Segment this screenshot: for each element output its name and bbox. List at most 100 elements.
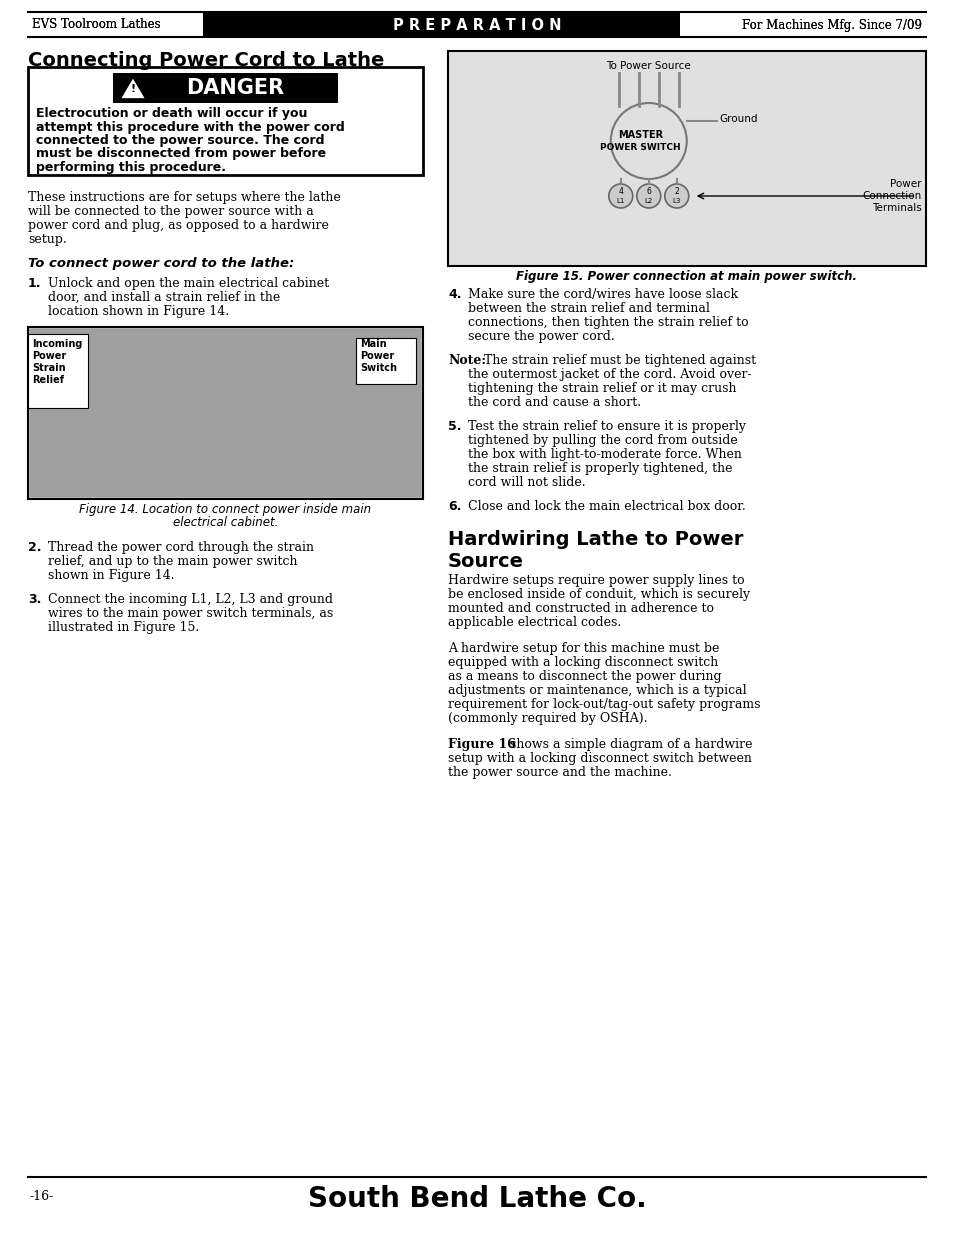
Text: Relief: Relief bbox=[32, 375, 64, 385]
Text: POWER SWITCH: POWER SWITCH bbox=[599, 142, 680, 152]
Text: EVS Toolroom Lathes: EVS Toolroom Lathes bbox=[32, 19, 160, 32]
Text: South Bend Lathe Co.: South Bend Lathe Co. bbox=[307, 1186, 646, 1213]
Text: To Power Source: To Power Source bbox=[606, 61, 690, 70]
Text: must be disconnected from power before: must be disconnected from power before bbox=[36, 147, 326, 161]
Text: location shown in Figure 14.: location shown in Figure 14. bbox=[48, 305, 229, 317]
Text: Main: Main bbox=[359, 338, 386, 350]
Text: applicable electrical codes.: applicable electrical codes. bbox=[448, 616, 620, 629]
Text: cord will not slide.: cord will not slide. bbox=[468, 475, 585, 489]
Text: the box with light-to-moderate force. When: the box with light-to-moderate force. Wh… bbox=[468, 448, 741, 461]
Bar bbox=[679, 14, 925, 37]
Text: mounted and constructed in adherence to: mounted and constructed in adherence to bbox=[448, 601, 713, 615]
Text: be enclosed inside of conduit, which is securely: be enclosed inside of conduit, which is … bbox=[448, 588, 749, 601]
Text: electrical cabinet.: electrical cabinet. bbox=[172, 516, 278, 529]
Text: Hardwiring Lathe to Power: Hardwiring Lathe to Power bbox=[448, 530, 742, 550]
Text: Unlock and open the main electrical cabinet: Unlock and open the main electrical cabi… bbox=[48, 277, 329, 290]
Text: requirement for lock-out/tag-out safety programs: requirement for lock-out/tag-out safety … bbox=[448, 698, 760, 711]
Text: relief, and up to the main power switch: relief, and up to the main power switch bbox=[48, 555, 297, 568]
Text: Power: Power bbox=[359, 351, 394, 361]
Text: attempt this procedure with the power cord: attempt this procedure with the power co… bbox=[36, 121, 344, 133]
Text: L2: L2 bbox=[644, 198, 652, 204]
Text: 4: 4 bbox=[618, 188, 622, 196]
Text: !: ! bbox=[131, 84, 135, 94]
Text: Hardwire setups require power supply lines to: Hardwire setups require power supply lin… bbox=[448, 574, 744, 587]
Text: secure the power cord.: secure the power cord. bbox=[468, 330, 614, 343]
Text: L1: L1 bbox=[616, 198, 624, 204]
Text: door, and install a strain relief in the: door, and install a strain relief in the bbox=[48, 291, 280, 304]
Text: Connect the incoming L1, L2, L3 and ground: Connect the incoming L1, L2, L3 and grou… bbox=[48, 593, 333, 606]
Text: -16-: -16- bbox=[30, 1191, 54, 1203]
Text: performing this procedure.: performing this procedure. bbox=[36, 161, 226, 174]
Circle shape bbox=[664, 184, 688, 207]
Text: will be connected to the power source with a: will be connected to the power source wi… bbox=[28, 205, 314, 219]
Text: setup.: setup. bbox=[28, 233, 67, 246]
Polygon shape bbox=[120, 77, 146, 99]
Text: as a means to disconnect the power during: as a means to disconnect the power durin… bbox=[448, 671, 720, 683]
Bar bbox=[30, 329, 420, 496]
Text: shows a simple diagram of a hardwire: shows a simple diagram of a hardwire bbox=[505, 739, 752, 751]
Text: 1.: 1. bbox=[28, 277, 42, 290]
Text: Thread the power cord through the strain: Thread the power cord through the strain bbox=[48, 541, 314, 555]
Bar bbox=[28, 67, 422, 175]
Bar bbox=[28, 327, 422, 499]
Text: 3.: 3. bbox=[28, 593, 41, 606]
Text: MASTER: MASTER bbox=[618, 130, 662, 140]
Text: power cord and plug, as opposed to a hardwire: power cord and plug, as opposed to a har… bbox=[28, 219, 329, 232]
Bar bbox=[28, 14, 925, 37]
Text: Connecting Power Cord to Lathe: Connecting Power Cord to Lathe bbox=[28, 51, 384, 70]
Text: Figure 16: Figure 16 bbox=[448, 739, 516, 751]
Bar bbox=[448, 51, 925, 266]
Text: Incoming: Incoming bbox=[32, 338, 82, 350]
Text: These instructions are for setups where the lathe: These instructions are for setups where … bbox=[28, 191, 340, 204]
Text: illustrated in Figure 15.: illustrated in Figure 15. bbox=[48, 621, 199, 634]
Text: Power
Connection
Terminals: Power Connection Terminals bbox=[862, 179, 921, 212]
Text: (commonly required by OSHA).: (commonly required by OSHA). bbox=[448, 713, 647, 725]
Text: Ground: Ground bbox=[719, 114, 758, 124]
Text: between the strain relief and terminal: between the strain relief and terminal bbox=[468, 303, 709, 315]
Text: To connect power cord to the lathe:: To connect power cord to the lathe: bbox=[28, 257, 294, 270]
Text: adjustments or maintenance, which is a typical: adjustments or maintenance, which is a t… bbox=[448, 684, 746, 697]
Text: 4.: 4. bbox=[448, 288, 461, 301]
Bar bbox=[28, 14, 203, 37]
Text: Figure 15. Power connection at main power switch.: Figure 15. Power connection at main powe… bbox=[516, 270, 857, 283]
Text: 6: 6 bbox=[645, 188, 651, 196]
Circle shape bbox=[608, 184, 632, 207]
Text: For Machines Mfg. Since 7/09: For Machines Mfg. Since 7/09 bbox=[741, 19, 921, 32]
Text: tightening the strain relief or it may crush: tightening the strain relief or it may c… bbox=[468, 382, 736, 395]
FancyBboxPatch shape bbox=[28, 333, 88, 408]
Text: 2.: 2. bbox=[28, 541, 42, 555]
Text: equipped with a locking disconnect switch: equipped with a locking disconnect switc… bbox=[448, 656, 718, 669]
Text: Strain: Strain bbox=[32, 363, 66, 373]
Text: Power: Power bbox=[32, 351, 66, 361]
Text: tightened by pulling the cord from outside: tightened by pulling the cord from outsi… bbox=[468, 433, 737, 447]
Text: 5.: 5. bbox=[448, 420, 461, 433]
Text: Make sure the cord/wires have loose slack: Make sure the cord/wires have loose slac… bbox=[468, 288, 738, 301]
Text: DANGER: DANGER bbox=[186, 78, 284, 98]
Text: the cord and cause a short.: the cord and cause a short. bbox=[468, 396, 640, 409]
Text: Electrocution or death will occur if you: Electrocution or death will occur if you bbox=[36, 107, 307, 120]
Text: Source: Source bbox=[448, 552, 523, 571]
Bar bbox=[112, 73, 337, 103]
Text: EVS Toolroom Lathes: EVS Toolroom Lathes bbox=[32, 19, 160, 32]
Text: L3: L3 bbox=[672, 198, 680, 204]
Text: Figure 14. Location to connect power inside main: Figure 14. Location to connect power ins… bbox=[79, 503, 371, 516]
Text: For Machines Mfg. Since 7/09: For Machines Mfg. Since 7/09 bbox=[741, 19, 921, 32]
Text: connected to the power source. The cord: connected to the power source. The cord bbox=[36, 135, 324, 147]
Text: The strain relief must be tightened against: The strain relief must be tightened agai… bbox=[483, 354, 756, 367]
Text: setup with a locking disconnect switch between: setup with a locking disconnect switch b… bbox=[448, 752, 751, 764]
FancyBboxPatch shape bbox=[355, 338, 416, 384]
Text: shown in Figure 14.: shown in Figure 14. bbox=[48, 569, 174, 582]
Text: Test the strain relief to ensure it is properly: Test the strain relief to ensure it is p… bbox=[468, 420, 745, 433]
Text: Switch: Switch bbox=[359, 363, 396, 373]
Text: 2: 2 bbox=[674, 188, 679, 196]
Text: 6.: 6. bbox=[448, 500, 461, 513]
Text: P R E P A R A T I O N: P R E P A R A T I O N bbox=[393, 17, 560, 32]
Text: Note:: Note: bbox=[448, 354, 485, 367]
Text: the power source and the machine.: the power source and the machine. bbox=[448, 766, 671, 779]
Circle shape bbox=[636, 184, 660, 207]
Text: connections, then tighten the strain relief to: connections, then tighten the strain rel… bbox=[468, 316, 748, 329]
Text: the strain relief is properly tightened, the: the strain relief is properly tightened,… bbox=[468, 462, 732, 475]
Text: wires to the main power switch terminals, as: wires to the main power switch terminals… bbox=[48, 606, 333, 620]
Text: A hardwire setup for this machine must be: A hardwire setup for this machine must b… bbox=[448, 642, 719, 655]
Text: Close and lock the main electrical box door.: Close and lock the main electrical box d… bbox=[468, 500, 745, 513]
